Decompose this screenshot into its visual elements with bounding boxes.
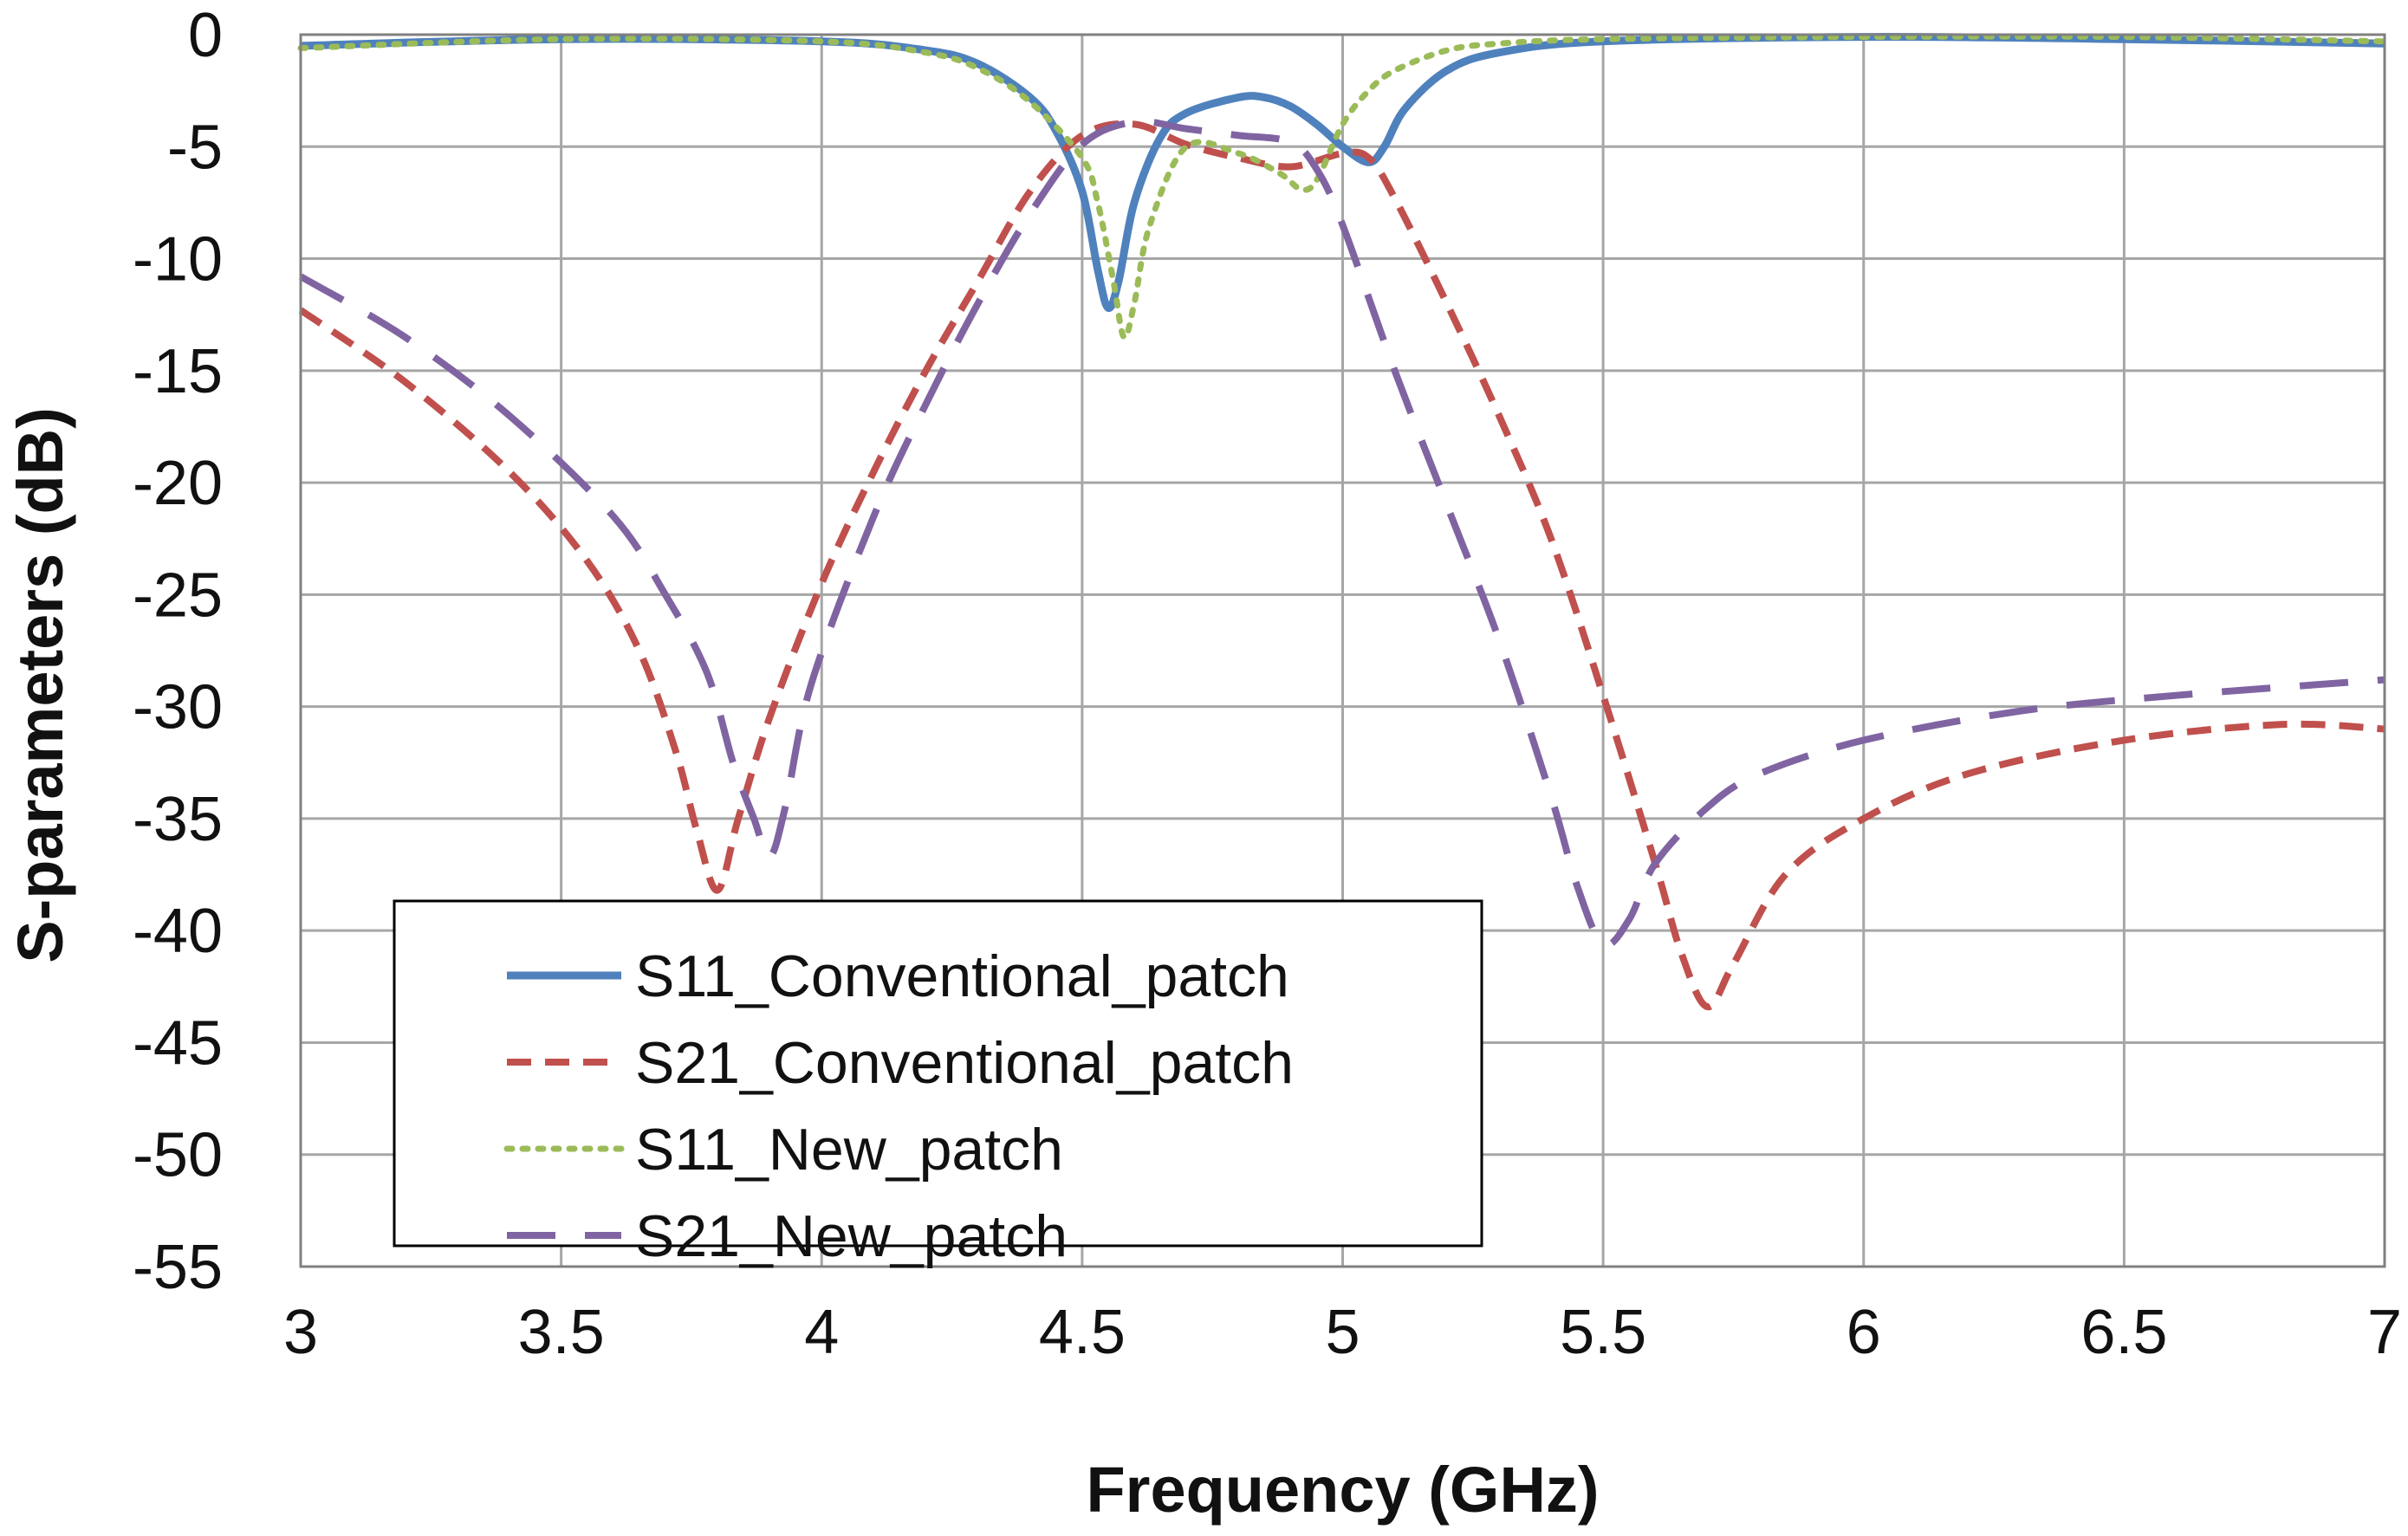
- legend-label: S21_New_patch: [635, 1203, 1068, 1269]
- y-tick-label: -40: [133, 897, 223, 966]
- x-tick-label: 7: [2367, 1298, 2402, 1367]
- y-axis-title: S-parameters (dB): [4, 407, 76, 963]
- x-tick-label: 3: [283, 1298, 318, 1367]
- x-tick-label: 5: [1325, 1298, 1360, 1367]
- x-tick-label: 4.5: [1039, 1298, 1126, 1367]
- series-line-s11-new-patch: [297, 33, 2388, 340]
- legend-entries: S11_Conventional_patch S21_Conventional_p…: [503, 943, 1294, 1269]
- x-tick-label: 4: [804, 1298, 839, 1367]
- y-tick-label: 0: [188, 1, 223, 70]
- y-tick-label: -15: [133, 337, 223, 406]
- x-tick-label: 5.5: [1560, 1298, 1646, 1367]
- y-tick-label: -45: [133, 1008, 223, 1078]
- y-tick-label: -10: [133, 225, 223, 295]
- series-line-s21-new-patch: [298, 118, 2385, 949]
- series-lines: [297, 33, 2388, 1011]
- y-tick-label: -25: [133, 561, 223, 630]
- y-tick-label: -30: [133, 673, 223, 742]
- x-tick-label: 3.5: [518, 1298, 605, 1367]
- legend-entry: S21_New_patch: [507, 1203, 1068, 1269]
- x-axis-title: Frequency (GHz): [1086, 1454, 1599, 1526]
- legend-label: S21_Conventional_patch: [635, 1030, 1294, 1096]
- x-tick-label: 6: [1847, 1298, 1881, 1367]
- plot-area-frame: [299, 33, 2386, 1268]
- legend-label: S11_Conventional_patch: [635, 943, 1289, 1009]
- legend-box: [393, 899, 1483, 1248]
- series-line-s21-conventional-patch: [298, 120, 2385, 1011]
- y-tick-label: -5: [167, 113, 223, 182]
- y-tick-label: -55: [133, 1233, 223, 1302]
- legend-label: S11_New_patch: [635, 1117, 1063, 1183]
- y-tick-label: -50: [133, 1121, 223, 1190]
- legend-entry: S11_New_patch: [503, 1117, 1063, 1183]
- x-tick-label: 6.5: [2080, 1298, 2167, 1367]
- legend-entry: S21_Conventional_patch: [507, 1030, 1294, 1096]
- legend: S11_Conventional_patch S21_Conventional_p…: [393, 899, 1483, 1269]
- tick-labels: 3 3.5 4 4.5 5 5.5 6 6.5 7 0 -5 -10 -15 -20 -25 -30 -35 -4…: [133, 1, 2402, 1367]
- y-tick-label: -20: [133, 449, 223, 518]
- y-tick-label: -35: [133, 785, 223, 854]
- legend-entry: S11_Conventional_patch: [507, 943, 1289, 1009]
